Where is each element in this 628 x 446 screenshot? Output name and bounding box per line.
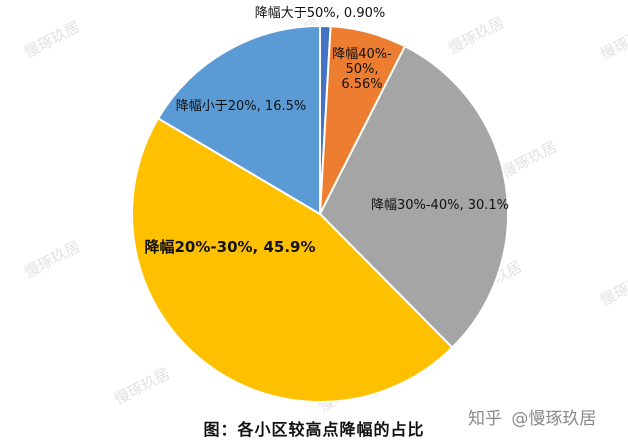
watermark-text: 慢琢玖居 — [111, 364, 172, 408]
slice-labels: 降幅大于50%, 0.90% 降幅40%-50%, 6.56% 降幅30%-40%, … — [145, 6, 510, 256]
watermark-text: 慢琢玖居 — [21, 237, 82, 281]
pie-slice — [131, 116, 454, 403]
slice-label: 降幅小于20%, 16.5% — [176, 99, 306, 114]
slice-label: 降幅40%-50%, 6.56% — [332, 47, 392, 92]
slice-label: 降幅30%-40%, 30.1% — [371, 198, 509, 213]
source-credit: 知乎 @慢琢玖居 — [468, 404, 596, 429]
pie-slices — [131, 24, 509, 403]
slice-label: 降幅20%-30%, 45.9% — [145, 238, 316, 256]
watermark-text: 慢琢玖居 — [445, 13, 506, 57]
slice-label: 降幅大于50%, 0.90% — [255, 6, 385, 21]
watermark-text: 慢琢玖居 — [21, 17, 82, 61]
watermark-text: 慢琢玖居 — [597, 265, 628, 309]
pie-slice — [318, 44, 509, 349]
chart-caption: 图：各小区较高点降幅的占比 — [203, 420, 425, 439]
author-handle: @慢琢玖居 — [511, 409, 597, 429]
watermark-text: 慢琢玖居 — [597, 19, 628, 63]
zhihu-logo: 知乎 — [468, 409, 502, 429]
pie-slice — [156, 24, 321, 216]
watermark-text: 慢琢玖居 — [498, 137, 559, 181]
